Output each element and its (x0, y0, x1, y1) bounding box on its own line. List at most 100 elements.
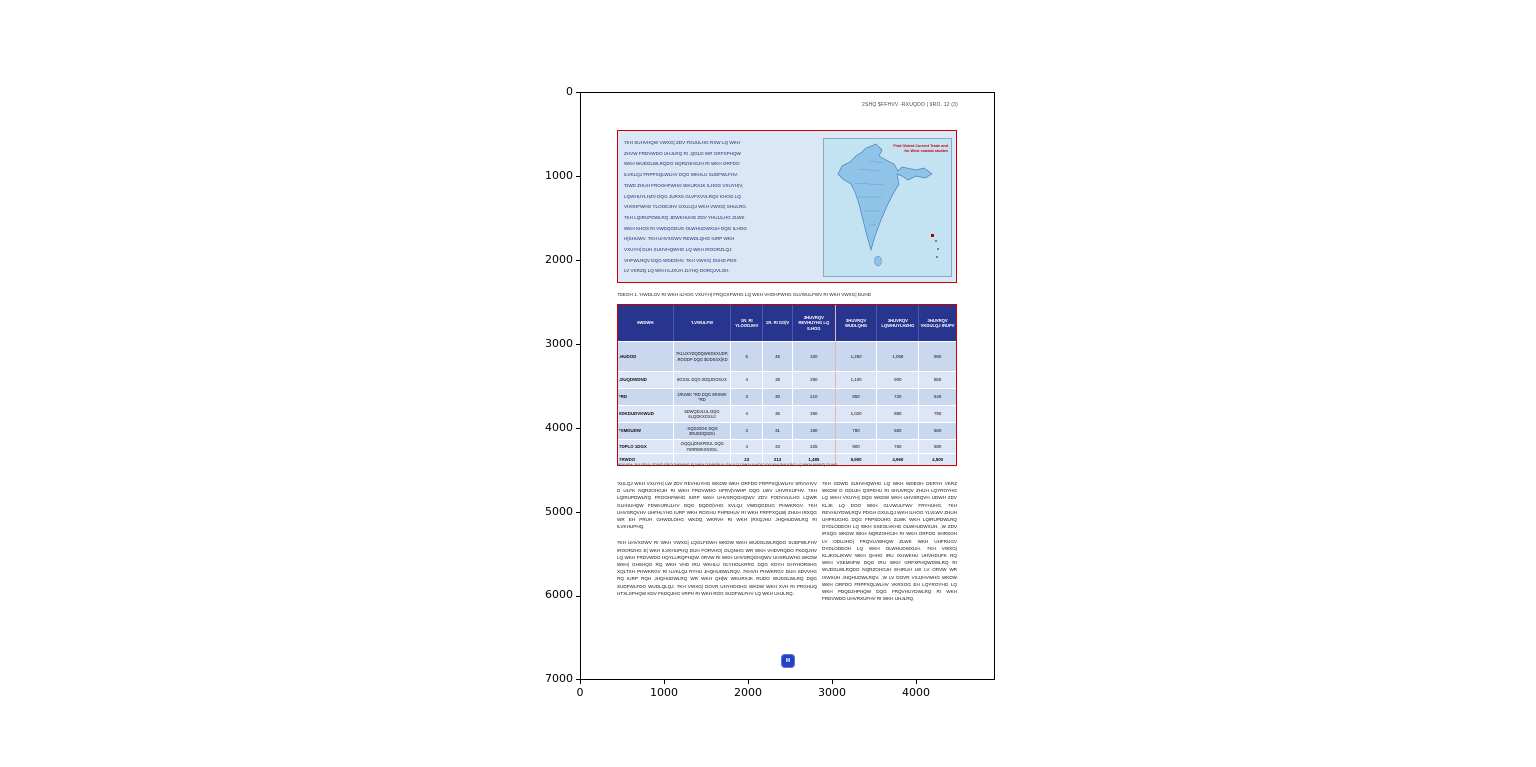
row-value-cell: 680 (919, 439, 956, 453)
body-left-column: 'XULQJ WKH VXUYH| LW ZDV REVHUYHG WKDW W… (617, 480, 817, 606)
y-tick-label: 4000 (545, 421, 573, 434)
table-footnote: 6RXUFH: 3ULPDU| GDWD FROOHFWHG E| WKH DX… (617, 463, 839, 467)
row-name-cell: 7DPLO 1DGX (618, 439, 674, 453)
row-value-cell: 4 (731, 405, 764, 422)
row-value-cell: 980 (919, 341, 956, 371)
intro-line: LV VKRZQ LQ WKH ILJXUH JLYHQ DORQJVLGH. (624, 268, 730, 274)
table-header-cell: 1R. RI YLOODJHV (731, 305, 764, 341)
row-value-cell: 30 (763, 388, 793, 405)
row-value-cell: 5 (731, 341, 764, 371)
x-tick-mark (580, 680, 581, 684)
y-tick-label: 3000 (545, 337, 573, 350)
row-desc-cell: 7KLUXYDQDQWKDSXUDP, .ROODP DQG $ODSSX]KD (673, 341, 732, 371)
row-desc-cell: 8GXSL DQG 0DQJDOXUX (673, 371, 732, 388)
map-title-line-2: for West coastal studies (904, 148, 948, 153)
table-header-cell: 6WDWH (618, 305, 674, 341)
y-tick-mark (576, 512, 580, 513)
row-value-cell: 1,250 (835, 341, 878, 371)
row-value-cell: 900 (835, 439, 878, 453)
island-dot (937, 248, 939, 250)
intro-line: LQWHUYLHZV DQG JURXS GLVFXVVLRQV KHOG LQ (624, 193, 741, 199)
row-value-cell: 3 (731, 422, 764, 439)
row-desc-cell: 5DWQDJLUL DQG 6LQGKXGXUJ (673, 405, 732, 422)
y-tick-label: 0 (566, 85, 573, 98)
row-value-cell: 31 (763, 422, 793, 439)
row-value-cell: 210 (792, 388, 836, 405)
x-tick-label: 0 (576, 686, 584, 699)
row-value-cell: 880 (877, 405, 920, 422)
x-tick-label: 4000 (902, 686, 930, 699)
india-landmass (837, 143, 933, 252)
table-header-cell: 'LVWULFW (673, 305, 732, 341)
state-borders (853, 160, 885, 226)
row-value-cell: 720 (877, 388, 920, 405)
map-title-line-1: Find Oldest Current Trade and (893, 144, 948, 148)
body-paragraph: 7KH GDWD SUHVHQWHG LQ WKH WDEOH DERYH VK… (822, 481, 957, 602)
page-running-header: 2SHQ $FFHVV -RXUQDO | 9RO. 12 (3) (862, 102, 958, 108)
row-value-cell: 1,100 (835, 371, 878, 388)
table-header-cell: 1R. RI GD|V (763, 305, 793, 341)
row-value-cell: 780 (835, 422, 878, 439)
publisher-logo-icon: M (781, 654, 795, 668)
y-tick-label: 1000 (545, 169, 573, 182)
row-value-cell: 4 (731, 371, 764, 388)
row-desc-cell: .DQQL|DNXPDUL DQG 7KRRWKXNXGL (673, 439, 732, 453)
y-tick-mark (576, 428, 580, 429)
row-name-cell: .HUDOD (618, 341, 674, 371)
table-row: *XMDUDW -XQDJDGK DQG 3RUEDQGDU 3 31 190 … (618, 422, 956, 439)
y-tick-mark (576, 176, 580, 177)
x-tick-mark (832, 680, 833, 684)
table-row: 0DKDUDVKWUD 5DWQDJLUL DQG 6LQGKXGXUJ 4 3… (618, 405, 956, 422)
table-caption: 7DEOH 1. 'HWDLOV RI WKH ILHOG VXUYH| FRQ… (617, 292, 872, 297)
row-desc-cell: -XQDJDGK DQG 3RUEDQGDU (673, 422, 732, 439)
publisher-logo-text: M (785, 658, 791, 664)
row-value-cell: 4 (731, 439, 764, 453)
total-value-cell: 1,485 (792, 453, 836, 465)
x-tick-label: 3000 (818, 686, 846, 699)
intro-line: ZHVW FRDVWDO UHJLRQ RI ,QGLD WR GRFXPHQW (624, 150, 741, 156)
row-value-cell: 33 (763, 439, 793, 453)
row-name-cell: *XMDUDW (618, 422, 674, 439)
table-header-cell: 3HUVRQV REVHUYHG LQ ILHOG (792, 305, 836, 341)
total-value-cell: 4,960 (877, 453, 920, 465)
y-tick-label: 6000 (545, 588, 573, 601)
row-value-cell: 850 (919, 371, 956, 388)
intro-line: WKH KHOS RI VWDQGDUG OLWHUDWXUH DQG ILHO… (624, 225, 747, 231)
row-value-cell: 320 (792, 341, 836, 371)
row-value-cell: 3 (731, 388, 764, 405)
intro-line: 7KH SUHVHQW VWXG| ZDV FDUULHG RXW LQ WKH (624, 140, 741, 145)
row-value-cell: 650 (877, 422, 920, 439)
table-total-row: 7RWDO 23 213 1,485 5,900 4,960 4,500 (618, 453, 956, 465)
intro-line: ILVKLQJ FRPPXQLWLHV DQG WKHLU SUDFWLFHV. (624, 172, 739, 178)
x-tick-mark (748, 680, 749, 684)
x-tick-label: 2000 (734, 686, 762, 699)
total-value-cell: 5,900 (835, 453, 878, 465)
body-paragraph: 7KH UHVXOWV RI WKH VWXG| LQGLFDWH WKDW W… (617, 540, 817, 596)
island-dot (935, 240, 937, 242)
row-value-cell: 45 (763, 341, 793, 371)
intro-line: VHFWLRQV DQG WDEOHV. 7KH VWXG| DUHD PDS (624, 257, 737, 263)
india-map: Find Oldest Current Trade and for West c… (823, 138, 952, 277)
row-name-cell: .DUQDWDND (618, 371, 674, 388)
row-value-cell: 1,050 (877, 341, 920, 371)
row-value-cell: 225 (792, 439, 836, 453)
intro-line: VHOHFWHG YLOODJHV GXULQJ WKH VWXG| SHULR… (624, 204, 748, 210)
row-value-cell: 1,020 (835, 405, 878, 422)
row-name-cell: *RD (618, 388, 674, 405)
total-value-cell: 23 (731, 453, 764, 465)
y-tick-mark (576, 344, 580, 345)
row-value-cell: 38 (763, 371, 793, 388)
row-name-cell: 0DKDUDVKWUD (618, 405, 674, 422)
y-tick-label: 7000 (545, 672, 573, 685)
body-right-column: 7KH GDWD SUHVHQWHG LQ WKH WDEOH DERYH VK… (822, 480, 957, 611)
total-value-cell: 4,500 (919, 453, 956, 465)
table-header-cell: 3HUVRQV LQWHUYLHZHG (877, 305, 920, 341)
sri-lanka-island (874, 255, 882, 267)
total-desc-cell (673, 453, 732, 465)
row-value-cell: 280 (792, 371, 836, 388)
row-value-cell: 640 (919, 388, 956, 405)
island-dot (936, 256, 938, 258)
row-value-cell: 260 (792, 405, 836, 422)
y-tick-label: 2000 (545, 253, 573, 266)
